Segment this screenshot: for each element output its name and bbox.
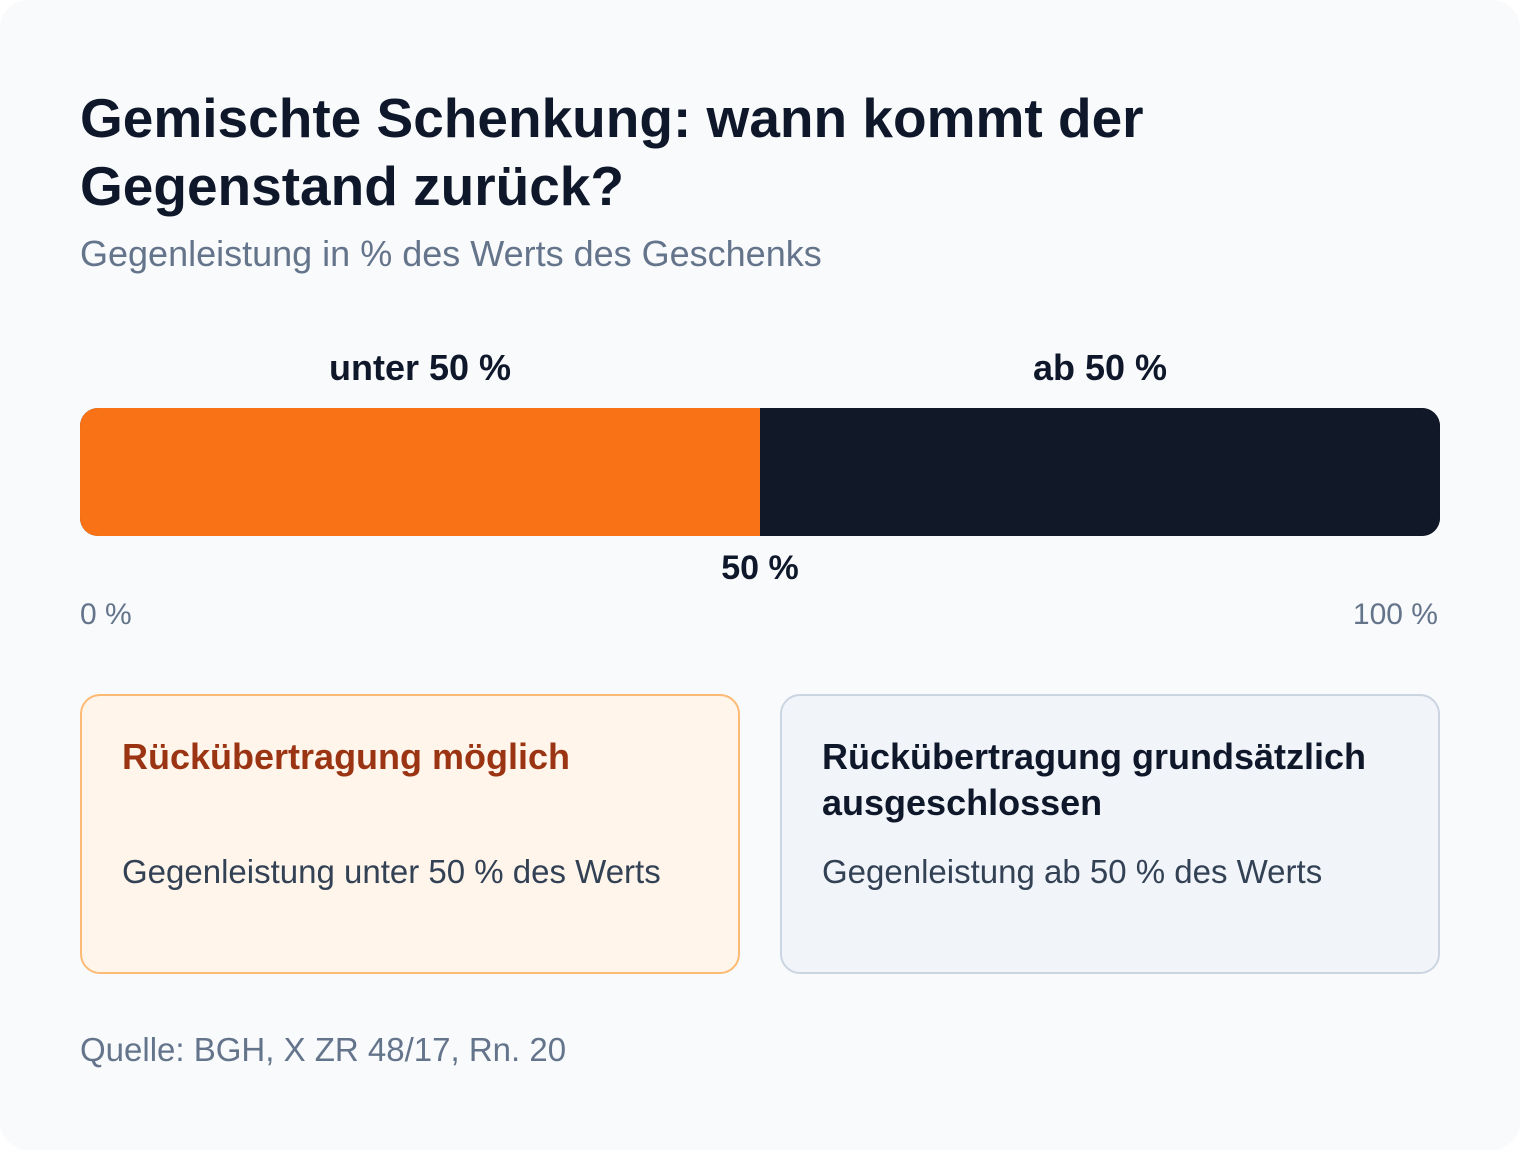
card-return-possible: Rückübertragung möglich Gegenleistung un…: [80, 694, 740, 974]
card-title-return-excluded: Rückübertragung grundsätzlich ausgeschlo…: [822, 736, 1367, 823]
page-subtitle: Gegenleistung in % des Werts des Geschen…: [80, 233, 822, 274]
page-title: Gemischte Schenkung: wann kommt der Gege…: [80, 87, 1144, 217]
card-title-return-possible: Rückübertragung möglich: [122, 736, 571, 777]
threshold-bar: [80, 408, 1440, 536]
segment-label-below-50: unter 50 %: [328, 347, 512, 388]
source-note: Quelle: BGH, X ZR 48/17, Rn. 20: [80, 1031, 567, 1068]
bar-segment-below-50: [80, 408, 760, 536]
card-return-excluded: Rückübertragung grundsätzlich ausgeschlo…: [780, 694, 1440, 974]
card-text-return-excluded: Gegenleistung ab 50 % des Werts: [822, 853, 1323, 890]
axis-max-label: 100 %: [1352, 598, 1438, 631]
threshold-label: 50 %: [721, 549, 799, 587]
bar-segment-from-50: [760, 408, 1440, 536]
axis-min-label: 0 %: [80, 598, 132, 631]
card-text-return-possible: Gegenleistung unter 50 % des Werts: [122, 853, 661, 890]
segment-label-from-50: ab 50 %: [1032, 347, 1168, 388]
